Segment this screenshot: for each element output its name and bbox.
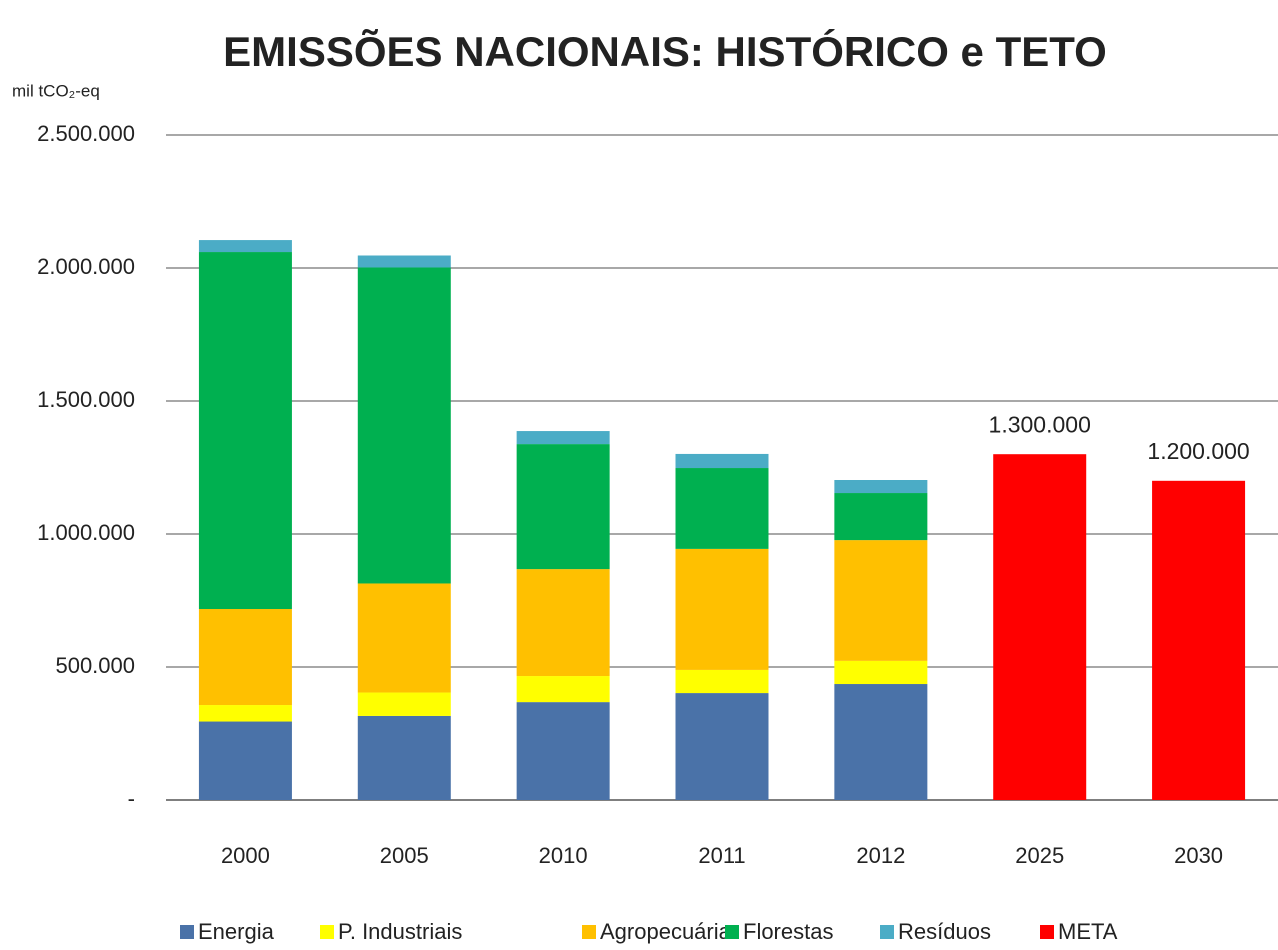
bar-segment xyxy=(198,705,292,722)
bar-segment xyxy=(675,693,769,800)
legend-label: META xyxy=(1058,919,1118,944)
bar-segment xyxy=(198,609,292,706)
bar-segment xyxy=(198,252,292,610)
x-tick-label: 2005 xyxy=(380,843,429,868)
chart-title: EMISSÕES NACIONAIS: HISTÓRICO e TETO xyxy=(223,27,1107,75)
x-tick-label: 2012 xyxy=(856,843,905,868)
x-tick-label: 2000 xyxy=(221,843,270,868)
bar-segment xyxy=(834,493,928,541)
bar-segment xyxy=(993,454,1087,800)
bar-segment xyxy=(834,660,928,685)
legend-swatch xyxy=(180,925,194,939)
legend-swatch xyxy=(1040,925,1054,939)
legend-swatch xyxy=(320,925,334,939)
legend-swatch xyxy=(582,925,596,939)
bar-segment xyxy=(834,480,928,494)
bar-segment xyxy=(198,721,292,800)
bar-segment xyxy=(675,548,769,670)
y-tick-label: 2.000.000 xyxy=(37,254,135,279)
value-label: 1.300.000 xyxy=(989,411,1091,437)
y-tick-label: - xyxy=(128,786,135,811)
legend-label: Resíduos xyxy=(898,919,991,944)
bar-segment xyxy=(357,715,451,800)
bar-segment xyxy=(834,540,928,661)
x-tick-label: 2025 xyxy=(1015,843,1064,868)
legend-label: P. Industriais xyxy=(338,919,462,944)
y-tick-label: 1.000.000 xyxy=(37,520,135,545)
bar-segment xyxy=(516,444,610,570)
y-tick-label: 1.500.000 xyxy=(37,387,135,412)
x-tick-label: 2011 xyxy=(698,843,745,868)
bar-segment xyxy=(357,692,451,716)
x-tick-label: 2030 xyxy=(1174,843,1223,868)
bar-segment xyxy=(516,431,610,445)
legend-label: Energia xyxy=(198,919,275,944)
bar-segment xyxy=(675,669,769,694)
bar-segment xyxy=(516,676,610,703)
bar-segment xyxy=(516,569,610,677)
bar-segment xyxy=(834,684,928,800)
legend-label: Florestas xyxy=(743,919,833,944)
y-axis-label: mil tCO₂-eq xyxy=(12,81,100,100)
legend-swatch xyxy=(725,925,739,939)
bar-segment xyxy=(357,583,451,693)
bar-segment xyxy=(1152,480,1246,800)
y-tick-label: 500.000 xyxy=(55,653,135,678)
bar-segment xyxy=(198,240,292,253)
legend-swatch xyxy=(880,925,894,939)
y-tick-label: 2.500.000 xyxy=(37,121,135,146)
bar-segment xyxy=(516,702,610,800)
bar-segment xyxy=(357,255,451,268)
value-label: 1.200.000 xyxy=(1147,438,1249,464)
x-tick-label: 2010 xyxy=(539,843,588,868)
bar-segment xyxy=(675,468,769,549)
bar-segment xyxy=(675,453,769,469)
bar-segment xyxy=(357,267,451,584)
legend-label: Agropecuária xyxy=(600,919,732,944)
